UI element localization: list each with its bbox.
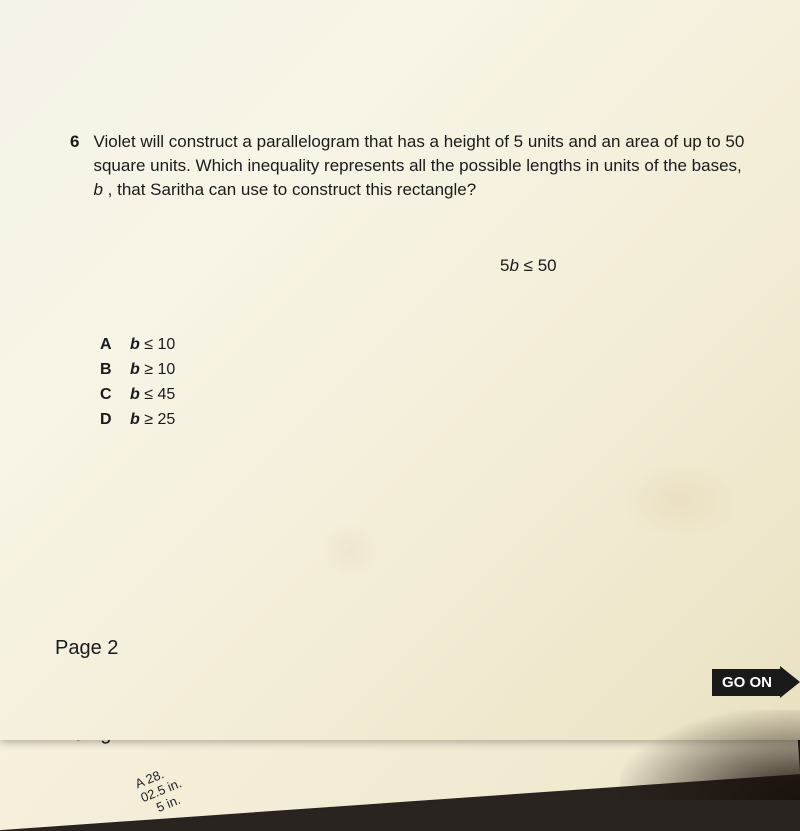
choice-expr: b ≥ 10 xyxy=(130,361,175,379)
choice-d[interactable]: D b ≥ 25 xyxy=(100,411,175,429)
main-page: 6 Violet will construct a parallelogram … xyxy=(0,0,800,740)
choice-label: B xyxy=(100,361,116,379)
arrow-right-icon xyxy=(780,666,800,698)
question-line-1: Violet will construct a parallelogram th… xyxy=(93,132,720,151)
question-text: Violet will construct a parallelogram th… xyxy=(93,130,750,201)
shadow-corner xyxy=(620,710,800,800)
answer-choices: A b ≤ 10 B b ≥ 10 C b ≤ 45 D b ≥ 25 xyxy=(100,336,175,436)
choice-label: C xyxy=(100,386,116,404)
question-number: 6 xyxy=(70,130,79,201)
paper-stain xyxy=(320,520,380,580)
choice-expr: b ≤ 10 xyxy=(130,336,175,354)
choice-c[interactable]: C b ≤ 45 xyxy=(100,386,175,404)
question-line-3a: bases, xyxy=(692,156,742,175)
question-line-3b: , that Saritha can use to construct this… xyxy=(103,180,476,199)
choice-b[interactable]: B b ≥ 10 xyxy=(100,361,175,379)
ineq-op: ≤ xyxy=(519,256,538,275)
ineq-var: b xyxy=(509,256,518,275)
fragment-answers: A 28. 02.5 in. 5 in. xyxy=(133,761,189,819)
go-on-text: GO ON xyxy=(712,669,780,696)
choice-expr: b ≥ 25 xyxy=(130,411,175,429)
page-2-label: Page 2 xyxy=(55,637,118,660)
paper-stain xyxy=(620,460,740,540)
given-inequality: 5b ≤ 50 xyxy=(500,256,557,276)
choice-expr: b ≤ 45 xyxy=(130,386,175,404)
choice-label: A xyxy=(100,336,116,354)
question-block: 6 Violet will construct a parallelogram … xyxy=(70,130,750,201)
go-on-indicator: GO ON xyxy=(712,666,800,698)
choice-a[interactable]: A b ≤ 10 xyxy=(100,336,175,354)
question-variable: b xyxy=(93,180,102,199)
choice-label: D xyxy=(100,411,116,429)
ineq-rhs: 50 xyxy=(538,256,557,275)
